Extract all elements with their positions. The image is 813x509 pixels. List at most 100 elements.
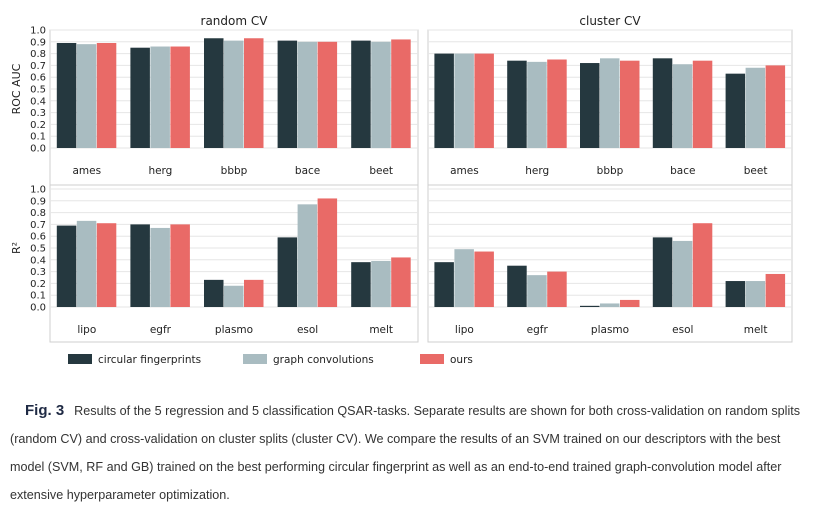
bar-circular	[725, 281, 746, 307]
y-tick-label: 0.3	[30, 267, 46, 278]
legend-swatch-circular	[68, 354, 92, 364]
bar-ours	[96, 223, 117, 307]
y-tick-label: 1.0	[30, 185, 46, 196]
bar-ours	[620, 60, 640, 148]
bar-graph	[600, 303, 620, 307]
y-tick-label: 0.6	[30, 73, 46, 84]
x-tick-label: herg	[525, 165, 549, 177]
bar-ours	[474, 53, 494, 148]
panel-title: cluster CV	[579, 14, 641, 28]
bar-ours	[170, 224, 190, 307]
y-axis-label: R²	[10, 242, 23, 254]
x-tick-label: lipo	[77, 324, 96, 336]
bar-ours	[170, 46, 190, 148]
x-tick-label: melt	[744, 324, 768, 336]
bar-circular	[580, 63, 600, 148]
bar-graph	[672, 240, 693, 307]
x-tick-label: herg	[148, 165, 172, 177]
bar-graph	[297, 41, 318, 148]
bar-graph	[745, 281, 766, 307]
bar-circular	[56, 42, 77, 149]
y-tick-label: 0.7	[30, 220, 46, 231]
caption-text: Results of the 5 regression and 5 classi…	[10, 404, 801, 502]
bar-ours	[474, 251, 494, 307]
bar-graph	[224, 40, 244, 149]
legend-label-ours: ours	[450, 354, 473, 366]
bar-ours	[96, 42, 117, 149]
bar-circular	[204, 38, 224, 149]
x-tick-label: egfr	[150, 324, 172, 336]
bar-graph	[76, 220, 97, 307]
bar-ours	[391, 257, 411, 307]
bar-graph	[297, 204, 318, 307]
bar-ours	[317, 41, 338, 148]
x-tick-label: esol	[672, 324, 693, 336]
y-tick-label: 0.8	[30, 49, 46, 60]
bar-ours	[547, 271, 567, 307]
y-tick-label: 0.2	[30, 279, 46, 290]
y-tick-label: 0.0	[30, 303, 46, 314]
bar-graph	[371, 41, 391, 148]
y-tick-label: 0.9	[30, 196, 46, 207]
y-tick-label: 0.1	[30, 291, 46, 302]
bar-graph	[600, 58, 620, 148]
x-tick-label: lipo	[455, 324, 474, 336]
y-tick-label: 0.6	[30, 232, 46, 243]
bar-ours	[391, 39, 411, 148]
y-tick-label: 0.5	[30, 85, 46, 96]
bar-circular	[580, 305, 600, 307]
bar-ours	[692, 223, 713, 307]
bar-circular	[277, 237, 298, 307]
x-tick-label: bbbp	[597, 165, 624, 177]
bar-circular	[351, 40, 371, 149]
y-tick-label: 0.3	[30, 108, 46, 119]
y-tick-label: 0.7	[30, 61, 46, 72]
bar-circular	[507, 60, 527, 148]
bar-circular	[351, 262, 371, 307]
panel-frame-3	[427, 184, 793, 343]
bar-graph	[150, 46, 170, 148]
bar-graph	[672, 64, 693, 148]
x-tick-label: plasmo	[591, 324, 629, 336]
panel-frame-2	[49, 184, 419, 343]
bar-ours	[765, 65, 786, 148]
x-tick-label: beet	[744, 165, 768, 177]
bar-circular	[725, 73, 746, 148]
x-tick-label: esol	[297, 324, 318, 336]
y-tick-label: 1.0	[30, 26, 46, 37]
figure-charts: 0.0 0.1 0.2 0.3 0.4 0.5 0.6 0.7 0.8 0.9 1.0 ROC AUC…	[10, 14, 793, 366]
bar-graph	[371, 260, 391, 307]
x-tick-label: bace	[670, 165, 695, 177]
y-tick-label: 0.5	[30, 244, 46, 255]
legend-label-graph: graph convolutions	[273, 354, 374, 366]
figure-label: Fig. 3	[25, 402, 65, 419]
bar-graph	[224, 285, 244, 307]
y-tick-label: 0.8	[30, 208, 46, 219]
x-tick-label: beet	[369, 165, 393, 177]
panel-title: random CV	[201, 14, 269, 28]
bar-circular	[434, 53, 454, 148]
bar-graph	[76, 44, 97, 148]
bar-ours	[244, 279, 264, 307]
y-tick-label: 0.2	[30, 120, 46, 131]
bar-circular	[130, 47, 150, 149]
legend-swatch-ours	[420, 354, 444, 364]
x-tick-label: ames	[73, 165, 102, 177]
x-tick-label: egfr	[527, 324, 549, 336]
bar-graph	[454, 249, 474, 307]
legend-label-circular: circular fingerprints	[98, 354, 201, 366]
y-tick-label: 0.4	[30, 96, 46, 107]
bar-ours	[547, 59, 567, 148]
bar-circular	[434, 262, 454, 307]
bar-ours	[620, 299, 640, 307]
y-tick-label: 0.1	[30, 132, 46, 143]
bar-ours	[765, 273, 786, 307]
bar-ours	[317, 198, 338, 307]
bar-graph	[150, 227, 170, 307]
bar-circular	[130, 224, 150, 307]
x-tick-label: bace	[295, 165, 320, 177]
bar-graph	[527, 61, 547, 148]
x-tick-label: plasmo	[215, 324, 253, 336]
bar-ours	[692, 60, 713, 148]
bar-circular	[204, 279, 224, 307]
